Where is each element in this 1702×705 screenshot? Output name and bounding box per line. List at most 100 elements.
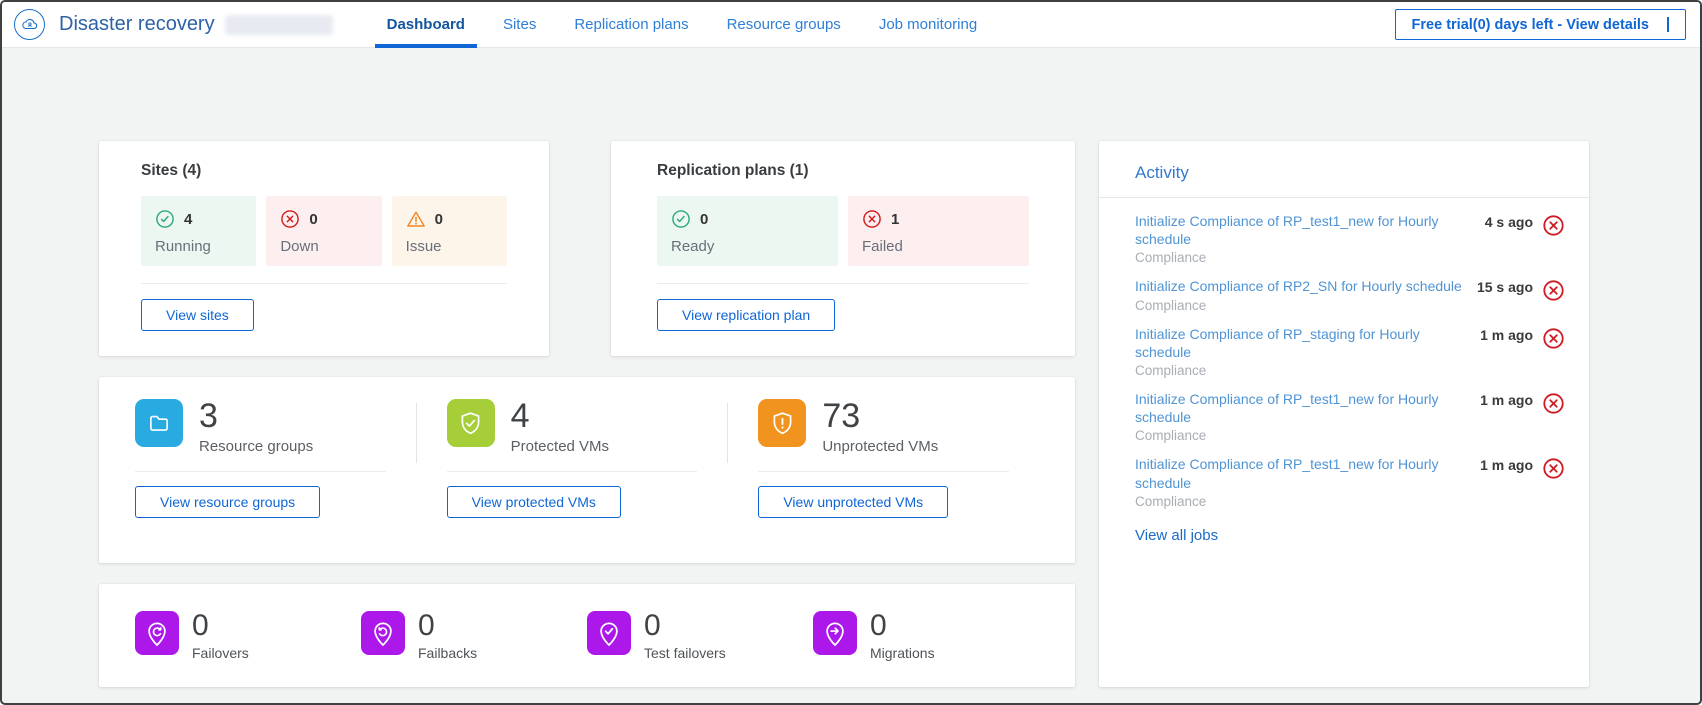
failovers-count: 0 — [192, 608, 209, 642]
app-header: Disaster recovery Dashboard Sites Replic… — [2, 2, 1700, 48]
folder-icon — [135, 399, 183, 447]
view-sites-button[interactable]: View sites — [141, 299, 254, 331]
activity-item: Initialize Compliance of RP_test1_new fo… — [1135, 449, 1565, 514]
stat-header: 73 Unprotected VMs — [758, 399, 1009, 461]
replication-card-title: Replication plans (1) — [657, 162, 809, 179]
resource-groups-count: 3 — [199, 397, 218, 435]
dashboard-left-column: Sites (4) 4 Running 0 — [99, 141, 1075, 687]
operations-card: 0 Failovers 0 Failbacks 0 Test failove — [99, 584, 1075, 687]
x-circle-icon — [862, 209, 882, 229]
view-all-jobs-link[interactable]: View all jobs — [1135, 526, 1219, 544]
view-unprotected-vms-button[interactable]: View unprotected VMs — [758, 486, 949, 518]
pin-check-icon — [587, 610, 631, 655]
tile-header: 0 — [671, 209, 824, 229]
activity-item-time: 1 m ago — [1480, 457, 1533, 474]
migrations-label: Migrations — [870, 644, 935, 661]
activity-item-status: 1 m ago — [1480, 392, 1565, 443]
activity-item-link[interactable]: Initialize Compliance of RP_test1_new fo… — [1135, 213, 1439, 248]
view-replication-plan-button[interactable]: View replication plan — [657, 299, 836, 331]
activity-item-text: Initialize Compliance of RP_staging for … — [1135, 325, 1465, 378]
activity-item-link[interactable]: Initialize Compliance of RP_test1_new fo… — [1135, 456, 1439, 491]
failed-status-icon — [1542, 279, 1565, 302]
redacted-text — [224, 14, 333, 35]
stat-header: 4 Protected VMs — [446, 399, 698, 461]
tab-dashboard[interactable]: Dashboard — [374, 2, 477, 48]
protected-vms-count: 4 — [510, 397, 530, 435]
unprotected-vms-stat: 73 Unprotected VMs View unprotected VMs — [758, 399, 1039, 563]
page-title: Disaster recovery — [59, 13, 215, 35]
unprotected-vms-label: Unprotected VMs — [822, 438, 939, 455]
tab-replication-plans[interactable]: Replication plans — [574, 16, 689, 33]
vertical-divider — [415, 403, 417, 463]
sites-running-tile: 4 Running — [141, 196, 257, 266]
stat-divider — [446, 471, 698, 472]
stat-header: 3 Resource groups — [135, 399, 386, 461]
tab-job-monitoring[interactable]: Job monitoring — [878, 16, 978, 33]
ready-count: 0 — [700, 210, 709, 228]
issue-label: Issue — [405, 238, 442, 255]
tab-sites[interactable]: Sites — [502, 16, 537, 33]
stat-text: 0 Failbacks — [418, 608, 477, 661]
activity-item-category: Compliance — [1135, 297, 1207, 313]
failovers-label: Failovers — [192, 644, 249, 661]
test-failovers-count: 0 — [644, 608, 661, 642]
failed-count: 1 — [891, 210, 900, 228]
activity-item-link[interactable]: Initialize Compliance of RP2_SN for Hour… — [1135, 278, 1462, 295]
activity-item-text: Initialize Compliance of RP_test1_new fo… — [1135, 212, 1465, 265]
pin-failover-icon — [135, 610, 179, 655]
failed-label: Failed — [862, 238, 903, 255]
stat-text: 0 Failovers — [192, 608, 249, 661]
replication-plans-card: Replication plans (1) 0 Ready — [611, 141, 1075, 356]
activity-item-status: 15 s ago — [1477, 279, 1565, 312]
dashboard-content: Sites (4) 4 Running 0 — [2, 48, 1700, 687]
tile-header: 1 — [862, 209, 1015, 229]
activity-panel: Activity Initialize Compliance of RP_tes… — [1099, 141, 1589, 687]
sites-issue-tile: 0 Issue — [391, 196, 507, 266]
free-trial-button[interactable]: Free trial(0) days left - View details — [1394, 9, 1686, 40]
sites-card-title: Sites (4) — [141, 162, 202, 179]
activity-item-text: Initialize Compliance of RP_test1_new fo… — [1135, 390, 1465, 443]
view-resource-groups-button[interactable]: View resource groups — [135, 486, 321, 518]
replication-tiles: 0 Ready 1 Failed — [657, 196, 1029, 266]
sites-down-tile: 0 Down — [266, 196, 382, 266]
stat-text: 3 Resource groups — [199, 399, 313, 461]
failed-status-icon — [1542, 214, 1565, 237]
pin-arrow-icon — [813, 610, 857, 655]
failovers-stat: 0 Failovers — [135, 608, 361, 661]
check-circle-icon — [155, 209, 175, 229]
disaster-recovery-logo-icon — [14, 9, 45, 40]
activity-item-category: Compliance — [1135, 250, 1207, 266]
tab-bar: Dashboard Sites Replication plans Resour… — [374, 2, 990, 48]
tab-resource-groups[interactable]: Resource groups — [726, 16, 841, 33]
unprotected-vms-count: 73 — [822, 397, 861, 435]
replication-failed-tile: 1 Failed — [848, 196, 1029, 266]
running-label: Running — [155, 238, 211, 255]
sites-card: Sites (4) 4 Running 0 — [99, 141, 549, 356]
trial-button-divider — [1667, 17, 1669, 32]
activity-item-status: 1 m ago — [1480, 457, 1565, 508]
card-divider — [657, 283, 1029, 284]
activity-item-link[interactable]: Initialize Compliance of RP_test1_new fo… — [1135, 390, 1439, 426]
inventory-card: 3 Resource groups View resource groups 4… — [99, 377, 1075, 563]
activity-item: Initialize Compliance of RP2_SN for Hour… — [1135, 271, 1565, 318]
x-circle-icon — [280, 209, 300, 229]
shield-alert-icon — [758, 399, 807, 447]
resource-groups-label: Resource groups — [199, 438, 314, 455]
migrations-stat: 0 Migrations — [813, 610, 1039, 661]
activity-item-link[interactable]: Initialize Compliance of RP_staging for … — [1135, 325, 1420, 360]
protected-vms-label: Protected VMs — [510, 438, 610, 455]
tile-header: 0 — [280, 209, 367, 229]
activity-item-time: 4 s ago — [1484, 214, 1533, 230]
replication-ready-tile: 0 Ready — [657, 196, 838, 266]
pin-failback-icon — [361, 610, 405, 655]
activity-item-time: 1 m ago — [1480, 391, 1533, 408]
activity-list: Initialize Compliance of RP_test1_new fo… — [1099, 198, 1589, 515]
stat-text: 4 Protected VMs — [511, 399, 609, 461]
card-divider — [141, 283, 507, 284]
check-circle-icon — [671, 209, 691, 229]
failbacks-count: 0 — [418, 608, 435, 642]
activity-item-category: Compliance — [1135, 493, 1207, 509]
view-protected-vms-button[interactable]: View protected VMs — [446, 486, 621, 518]
tile-header: 0 — [406, 209, 493, 229]
